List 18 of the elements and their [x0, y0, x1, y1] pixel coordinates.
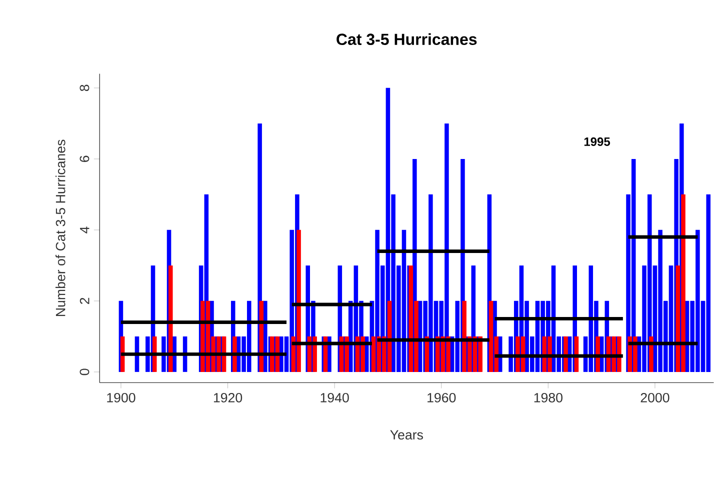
- y-tick-label: 0: [80, 368, 90, 376]
- bar: [168, 265, 173, 372]
- x-tick-label: 2000: [640, 392, 670, 402]
- x-axis-title: Years: [390, 430, 423, 440]
- bar: [649, 336, 654, 372]
- x-tick-label: 1980: [534, 392, 562, 402]
- x-tick-label: 1960: [428, 392, 456, 402]
- chart-title: Cat 3-5 Hurricanes: [336, 33, 477, 46]
- y-tick-label: 4: [80, 226, 90, 234]
- x-tick-label: 1940: [320, 392, 349, 402]
- x-tick-label: 1920: [214, 392, 242, 402]
- bar: [596, 336, 600, 372]
- y-tick-label: 8: [80, 84, 90, 92]
- x-tick-label: 1900: [107, 392, 136, 402]
- y-tick-label: 2: [80, 298, 90, 304]
- y-axis-title: Number of Cat 3-5 Hurricanes: [55, 140, 66, 316]
- annotation: 1995: [584, 137, 610, 146]
- y-tick-label: 6: [80, 156, 90, 162]
